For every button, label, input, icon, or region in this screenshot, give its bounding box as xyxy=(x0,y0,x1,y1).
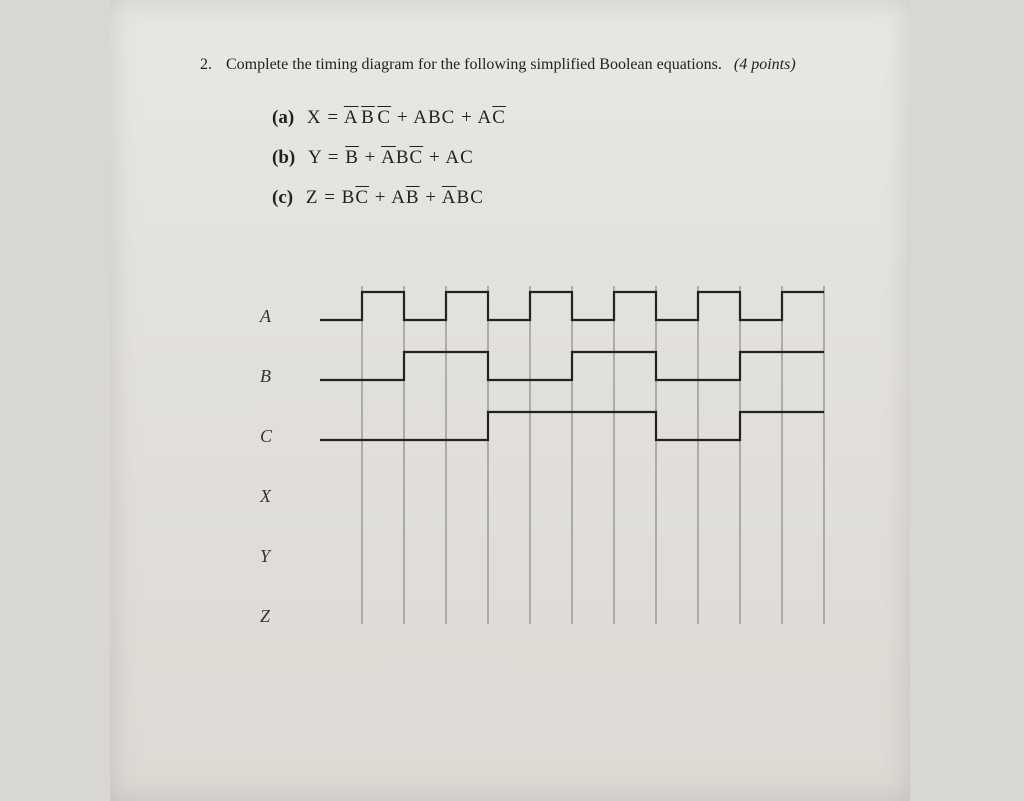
label-Y: Y xyxy=(260,546,270,567)
question-text: Complete the timing diagram for the foll… xyxy=(226,56,722,73)
equation-c: (c) Z = BC + AB + ABC xyxy=(272,178,840,218)
equations-block: (a) X = A B C + ABC + AC (b) Y = B + ABC… xyxy=(272,98,840,218)
equation-a: (a) X = A B C + ABC + AC xyxy=(272,98,840,138)
waveform-A xyxy=(320,292,824,320)
question-number: 2. xyxy=(200,56,222,74)
label-X: X xyxy=(260,486,271,507)
label-C: C xyxy=(260,426,272,447)
label-Z: Z xyxy=(260,606,270,627)
question-prompt: 2. Complete the timing diagram for the f… xyxy=(200,56,840,74)
label-A: A xyxy=(260,306,271,327)
timing-svg xyxy=(300,274,840,674)
label-B: B xyxy=(260,366,271,387)
waveform-B xyxy=(320,352,824,380)
question-points: (4 points) xyxy=(734,56,796,73)
timing-diagram: A B C X Y Z xyxy=(260,274,840,694)
equation-b: (b) Y = B + ABC + AC xyxy=(272,138,840,178)
